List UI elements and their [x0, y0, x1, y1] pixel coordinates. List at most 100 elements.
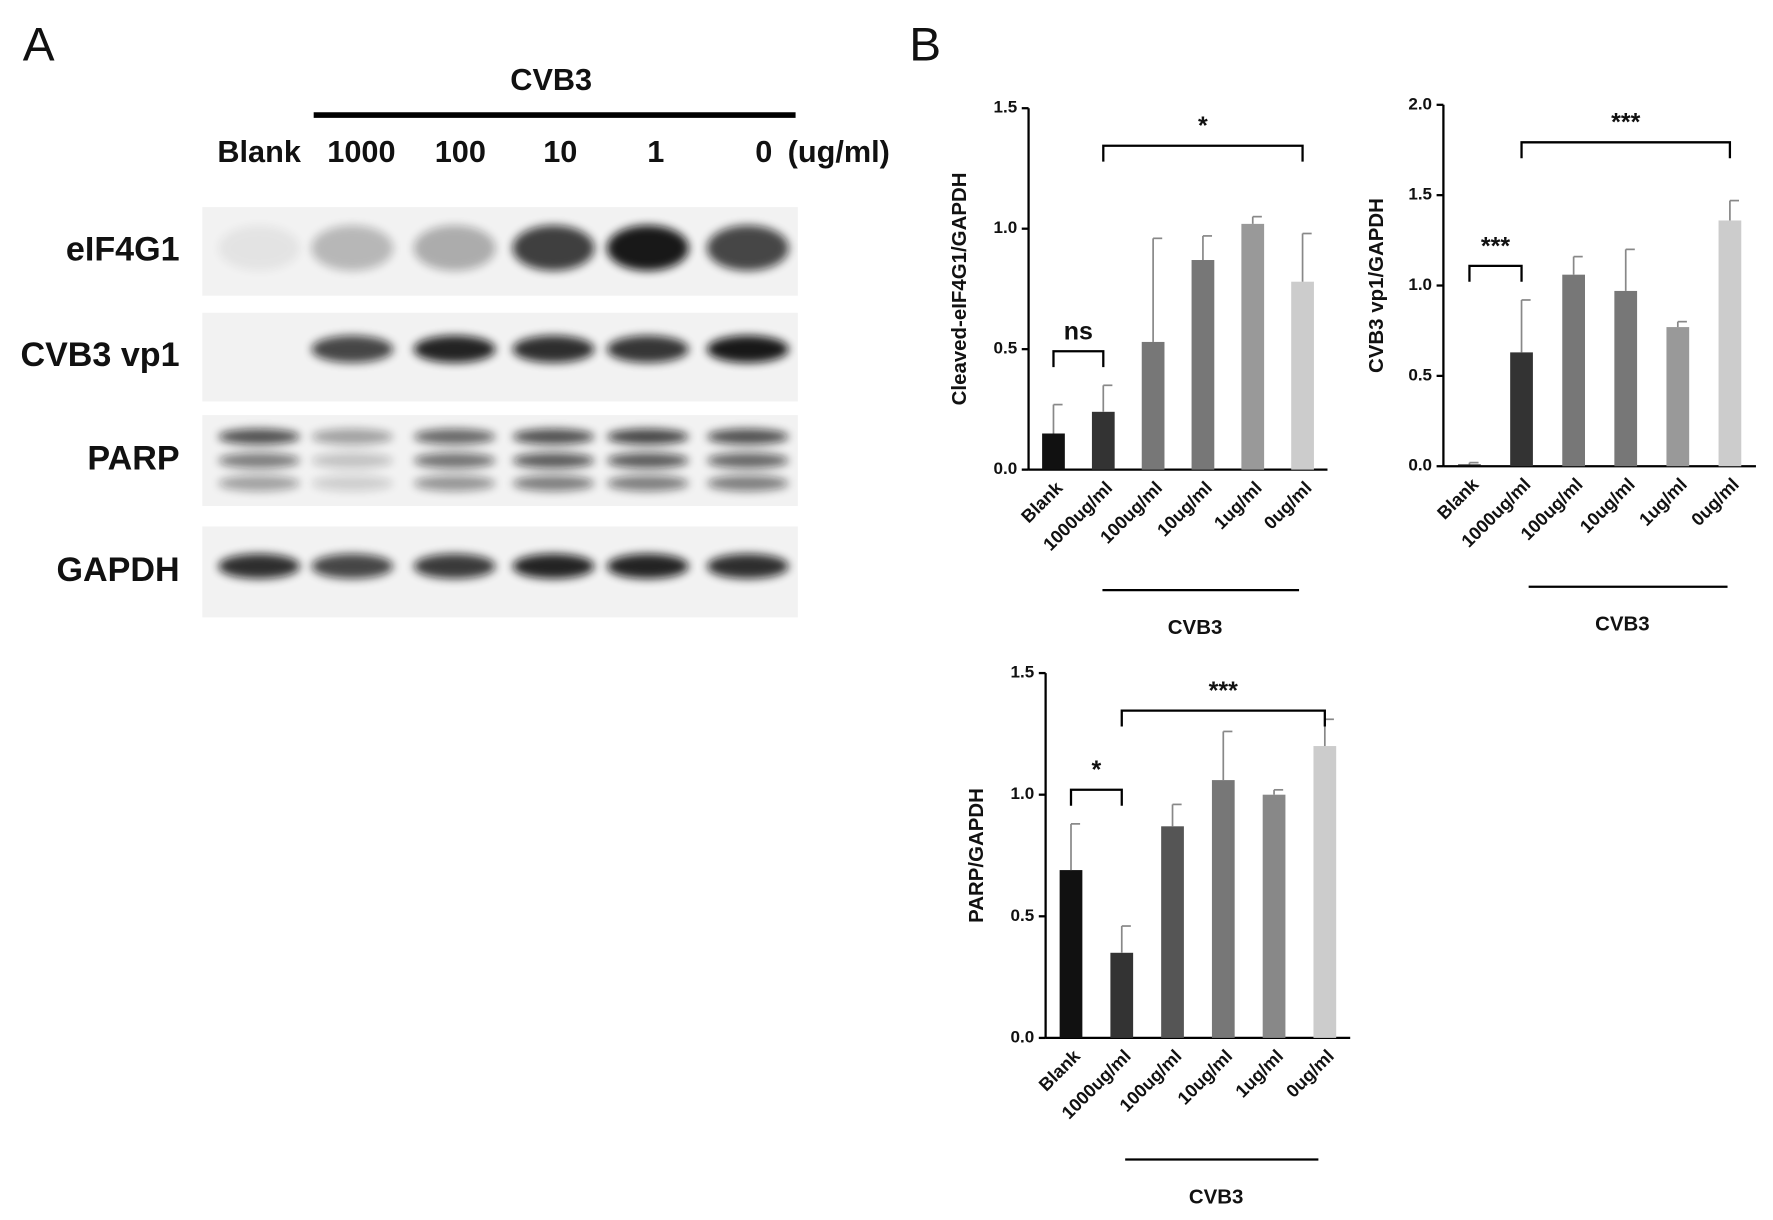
y-tick-label: 0.0	[994, 459, 1018, 478]
sig-bracket	[1120, 709, 1326, 727]
y-axis-title: CVB3 vp1/GAPDH	[1365, 198, 1388, 373]
x-tick-label: 1ug/ml	[1210, 478, 1266, 534]
y-tick-label: 1.5	[994, 98, 1018, 117]
bar	[1458, 464, 1481, 467]
x-tick-label: 10ug/ml	[1153, 478, 1216, 541]
x-tick-label: 1ug/ml	[1635, 474, 1691, 530]
band	[512, 225, 595, 271]
band	[218, 475, 301, 492]
error-bar	[1301, 232, 1312, 282]
error-bar	[1624, 248, 1635, 291]
error-bar	[1152, 237, 1163, 342]
error-bar	[1102, 384, 1113, 412]
sig-label: *	[1198, 112, 1208, 140]
bar	[1666, 327, 1690, 467]
bar	[1313, 746, 1337, 1038]
sig-bracket	[1069, 788, 1123, 806]
panel-letter: A	[23, 19, 55, 72]
band	[218, 452, 301, 469]
band	[512, 452, 595, 469]
error-bar	[1729, 199, 1739, 221]
band	[218, 553, 301, 579]
x-tick-label: 0ug/ml	[1687, 474, 1743, 530]
sig-label: *	[1092, 756, 1102, 784]
blot-strip	[202, 312, 798, 402]
sig-bracket	[1102, 144, 1304, 162]
y-axis-title: Cleaved-eIF4G1/GAPDH	[948, 173, 971, 406]
sig-bracket	[1468, 264, 1523, 282]
band	[413, 452, 496, 469]
band	[218, 225, 301, 271]
band	[606, 225, 689, 271]
bar	[1241, 223, 1265, 470]
bar	[1614, 290, 1638, 467]
error-bar	[1202, 235, 1213, 261]
band	[311, 225, 394, 271]
error-bar	[1222, 730, 1233, 781]
bar	[1510, 352, 1533, 467]
row-label: GAPDH	[56, 551, 179, 589]
x-tick-label: 0ug/ml	[1260, 478, 1316, 534]
error-bar	[1052, 403, 1063, 434]
band	[512, 553, 595, 579]
bar	[1110, 952, 1134, 1038]
sig-label: ***	[1481, 232, 1510, 260]
group-label: CVB3	[510, 62, 592, 97]
band	[706, 452, 789, 469]
band	[606, 452, 689, 469]
band	[606, 335, 689, 363]
band	[413, 225, 496, 271]
band	[706, 428, 789, 445]
y-tick-label: 1.5	[1011, 663, 1035, 682]
band	[606, 475, 689, 492]
row-label: eIF4G1	[66, 230, 180, 268]
group-label: CVB3	[1168, 616, 1223, 639]
lane-label: 0	[755, 134, 772, 169]
x-tick-label: 10ug/ml	[1576, 474, 1639, 537]
band	[413, 475, 496, 492]
band	[706, 335, 789, 363]
error-bar	[1171, 803, 1182, 827]
band	[413, 553, 496, 579]
bar	[1091, 411, 1115, 470]
bar	[1291, 281, 1314, 470]
x-tick-label: 1ug/ml	[1232, 1046, 1288, 1102]
x-tick-label: Blank	[1433, 474, 1483, 524]
bar	[1562, 274, 1585, 467]
error-bar	[1676, 320, 1687, 328]
lane-label: 1	[647, 134, 664, 169]
row-label: PARP	[87, 440, 179, 478]
y-tick-label: 0.5	[994, 339, 1018, 358]
y-tick-label: 1.0	[1011, 784, 1035, 803]
y-tick-label: 2.0	[1408, 94, 1432, 113]
bar	[1262, 794, 1286, 1038]
band	[218, 428, 301, 445]
error-bar	[1323, 718, 1334, 747]
lane-label: 100	[435, 134, 486, 169]
band	[311, 335, 394, 363]
sig-label: ***	[1611, 109, 1640, 137]
x-tick-label: Blank	[1035, 1045, 1085, 1095]
bar	[1059, 870, 1083, 1038]
band	[311, 553, 394, 579]
band	[512, 475, 595, 492]
band	[413, 428, 496, 445]
x-tick-label: 0ug/ml	[1282, 1046, 1338, 1102]
x-tick-label: 10ug/ml	[1174, 1046, 1237, 1109]
unit-label: (ug/ml)	[788, 134, 890, 169]
y-tick-label: 1.5	[1408, 185, 1432, 204]
error-bar	[1520, 299, 1531, 353]
lane-label: Blank	[217, 134, 301, 169]
lane-label: 10	[543, 134, 577, 169]
error-bar	[1070, 823, 1081, 871]
error-bar	[1572, 255, 1583, 275]
western-blot	[202, 207, 798, 618]
bar	[1141, 341, 1165, 470]
y-tick-label: 1.0	[1408, 275, 1432, 294]
y-tick-label: 0.5	[1408, 365, 1432, 384]
group-label: CVB3	[1595, 613, 1650, 636]
band	[311, 475, 394, 492]
band	[311, 452, 394, 469]
blot-strip	[202, 207, 798, 296]
